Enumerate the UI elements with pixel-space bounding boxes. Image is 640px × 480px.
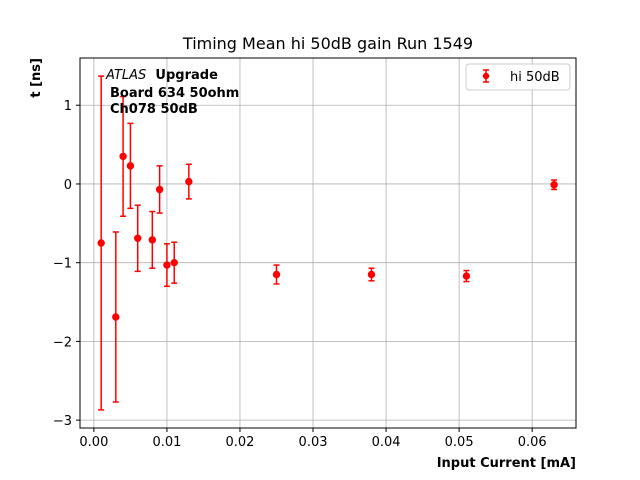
data-point — [462, 272, 471, 280]
board-label: Board 634 50ohm — [110, 86, 239, 101]
y-tick-label: 0 — [64, 178, 72, 193]
x-tick-label: 0.03 — [299, 435, 328, 450]
data-point — [119, 152, 127, 161]
atlas-annotation: ATLAS Upgrade Board 634 50ohm Ch078 50dB — [105, 68, 239, 117]
upgrade-label: Upgrade — [155, 68, 218, 83]
channel-label: Ch078 50dB — [110, 102, 198, 117]
legend-entry-hi-50db: hi 50dB — [510, 70, 560, 85]
data-point — [112, 313, 120, 321]
data-point — [155, 185, 164, 194]
legend: hi 50dB — [465, 63, 571, 91]
atlas-label: ATLAS — [105, 68, 146, 83]
x-axis-ticks: 0.00 0.01 0.02 0.03 0.04 0.05 0.06 — [79, 428, 547, 450]
y-axis-ticks: −3 −2 −1 0 1 — [53, 99, 80, 429]
data-point — [272, 270, 281, 279]
x-tick-label: 0.00 — [79, 435, 108, 450]
chart-title: Timing Mean hi 50dB gain Run 1549 — [182, 34, 473, 53]
x-axis-label: Input Current [mA] — [437, 456, 576, 471]
grid — [80, 58, 576, 428]
y-tick-label: −3 — [53, 414, 72, 429]
svg-text:ATLAS Upgrade: ATLAS Upgrade — [105, 68, 218, 83]
data-point — [126, 162, 135, 170]
x-tick-label: 0.01 — [152, 435, 181, 450]
data-point — [367, 270, 376, 279]
x-tick-label: 0.06 — [518, 435, 547, 450]
data-point — [97, 239, 105, 247]
data-point — [134, 234, 142, 242]
y-tick-label: −1 — [53, 257, 72, 272]
data-point — [170, 258, 178, 267]
x-tick-label: 0.02 — [225, 435, 254, 450]
legend-box — [465, 63, 571, 91]
data-points — [97, 152, 558, 321]
legend-point — [482, 72, 490, 80]
data-point — [550, 181, 558, 189]
legend-marker — [482, 69, 490, 83]
data-point — [148, 236, 157, 244]
y-tick-label: 1 — [64, 99, 72, 114]
x-tick-label: 0.05 — [445, 435, 474, 450]
data-point — [163, 261, 171, 269]
plot-frame — [79, 57, 577, 429]
y-tick-label: −2 — [53, 335, 72, 350]
data-point — [185, 177, 193, 186]
y-axis-label: t [ns] — [29, 58, 44, 98]
x-tick-label: 0.04 — [372, 435, 401, 450]
